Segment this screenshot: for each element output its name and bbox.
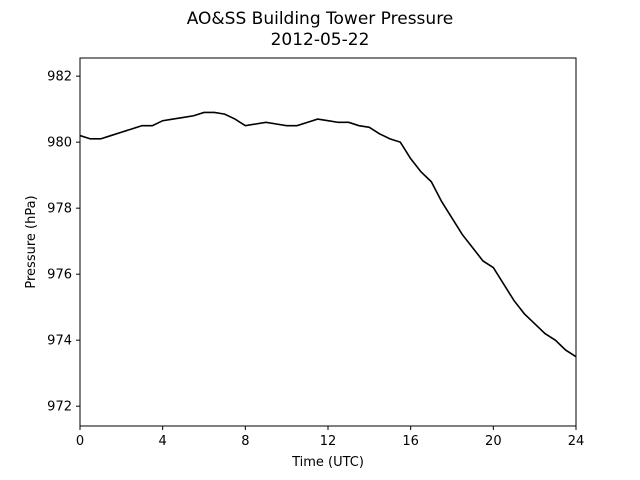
x-axis-label: Time (UTC)	[291, 455, 364, 470]
y-tick-label: 980	[47, 136, 72, 151]
y-axis-label: Pressure (hPa)	[24, 195, 39, 288]
y-tick-label: 976	[47, 268, 72, 283]
x-tick-label: 24	[568, 434, 585, 449]
x-axis: 0 4 8 12 16 20 24	[76, 426, 584, 449]
x-tick-label: 0	[76, 434, 84, 449]
x-tick-label: 16	[402, 434, 419, 449]
pressure-series-line	[79, 111, 577, 358]
x-tick-label: 20	[485, 434, 502, 449]
y-tick-label: 982	[47, 70, 72, 85]
x-tick-label: 8	[241, 434, 249, 449]
x-tick-label: 12	[320, 434, 337, 449]
y-tick-label: 972	[47, 400, 72, 415]
chart-title: AO&SS Building Tower Pressure	[187, 9, 454, 29]
y-tick-label: 978	[47, 202, 72, 217]
x-tick-label: 4	[159, 434, 167, 449]
plot-frame	[79, 57, 577, 427]
y-tick-label: 974	[47, 334, 72, 349]
chart-subtitle: 2012-05-22	[271, 30, 370, 50]
y-axis: 972 974 976 978 980 982	[47, 70, 80, 415]
